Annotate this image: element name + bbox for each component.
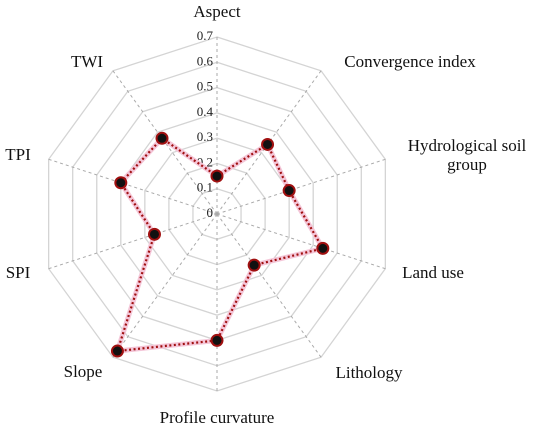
category-label: Hydrological soil group bbox=[407, 136, 527, 174]
spoke bbox=[216, 213, 386, 270]
spoke bbox=[216, 158, 386, 215]
series-line bbox=[115, 136, 325, 353]
category-label: Aspect bbox=[193, 2, 241, 21]
category-label: SPI bbox=[5, 263, 31, 282]
point bbox=[282, 184, 296, 198]
category-label: Convergence index bbox=[344, 52, 476, 71]
series-glow bbox=[113, 135, 327, 354]
point bbox=[110, 344, 124, 358]
r-tick-label: 0.5 bbox=[197, 79, 213, 94]
point bbox=[147, 227, 161, 241]
point bbox=[247, 258, 261, 272]
spoke bbox=[48, 213, 218, 270]
r-tick-label: 0.6 bbox=[197, 53, 214, 68]
r-tick-label: 0 bbox=[207, 205, 214, 220]
category-label: TPI bbox=[5, 145, 31, 164]
r-tick-label: 0.3 bbox=[197, 129, 213, 144]
category-label: TWI bbox=[70, 52, 104, 71]
category-label: Land use bbox=[402, 263, 464, 282]
r-tick-label: 0.4 bbox=[197, 104, 214, 119]
r-tick-label: 0.7 bbox=[197, 28, 214, 43]
point bbox=[155, 131, 169, 145]
grid-ring bbox=[144, 137, 290, 291]
point bbox=[114, 176, 128, 190]
category-label: Slope bbox=[63, 362, 103, 381]
point bbox=[261, 137, 275, 151]
category-label: Lithology bbox=[335, 363, 403, 382]
point bbox=[210, 333, 224, 347]
r-tick-label: 0.1 bbox=[197, 180, 213, 195]
point bbox=[210, 169, 224, 183]
point bbox=[316, 241, 330, 255]
category-label: Profile curvature bbox=[159, 408, 275, 427]
